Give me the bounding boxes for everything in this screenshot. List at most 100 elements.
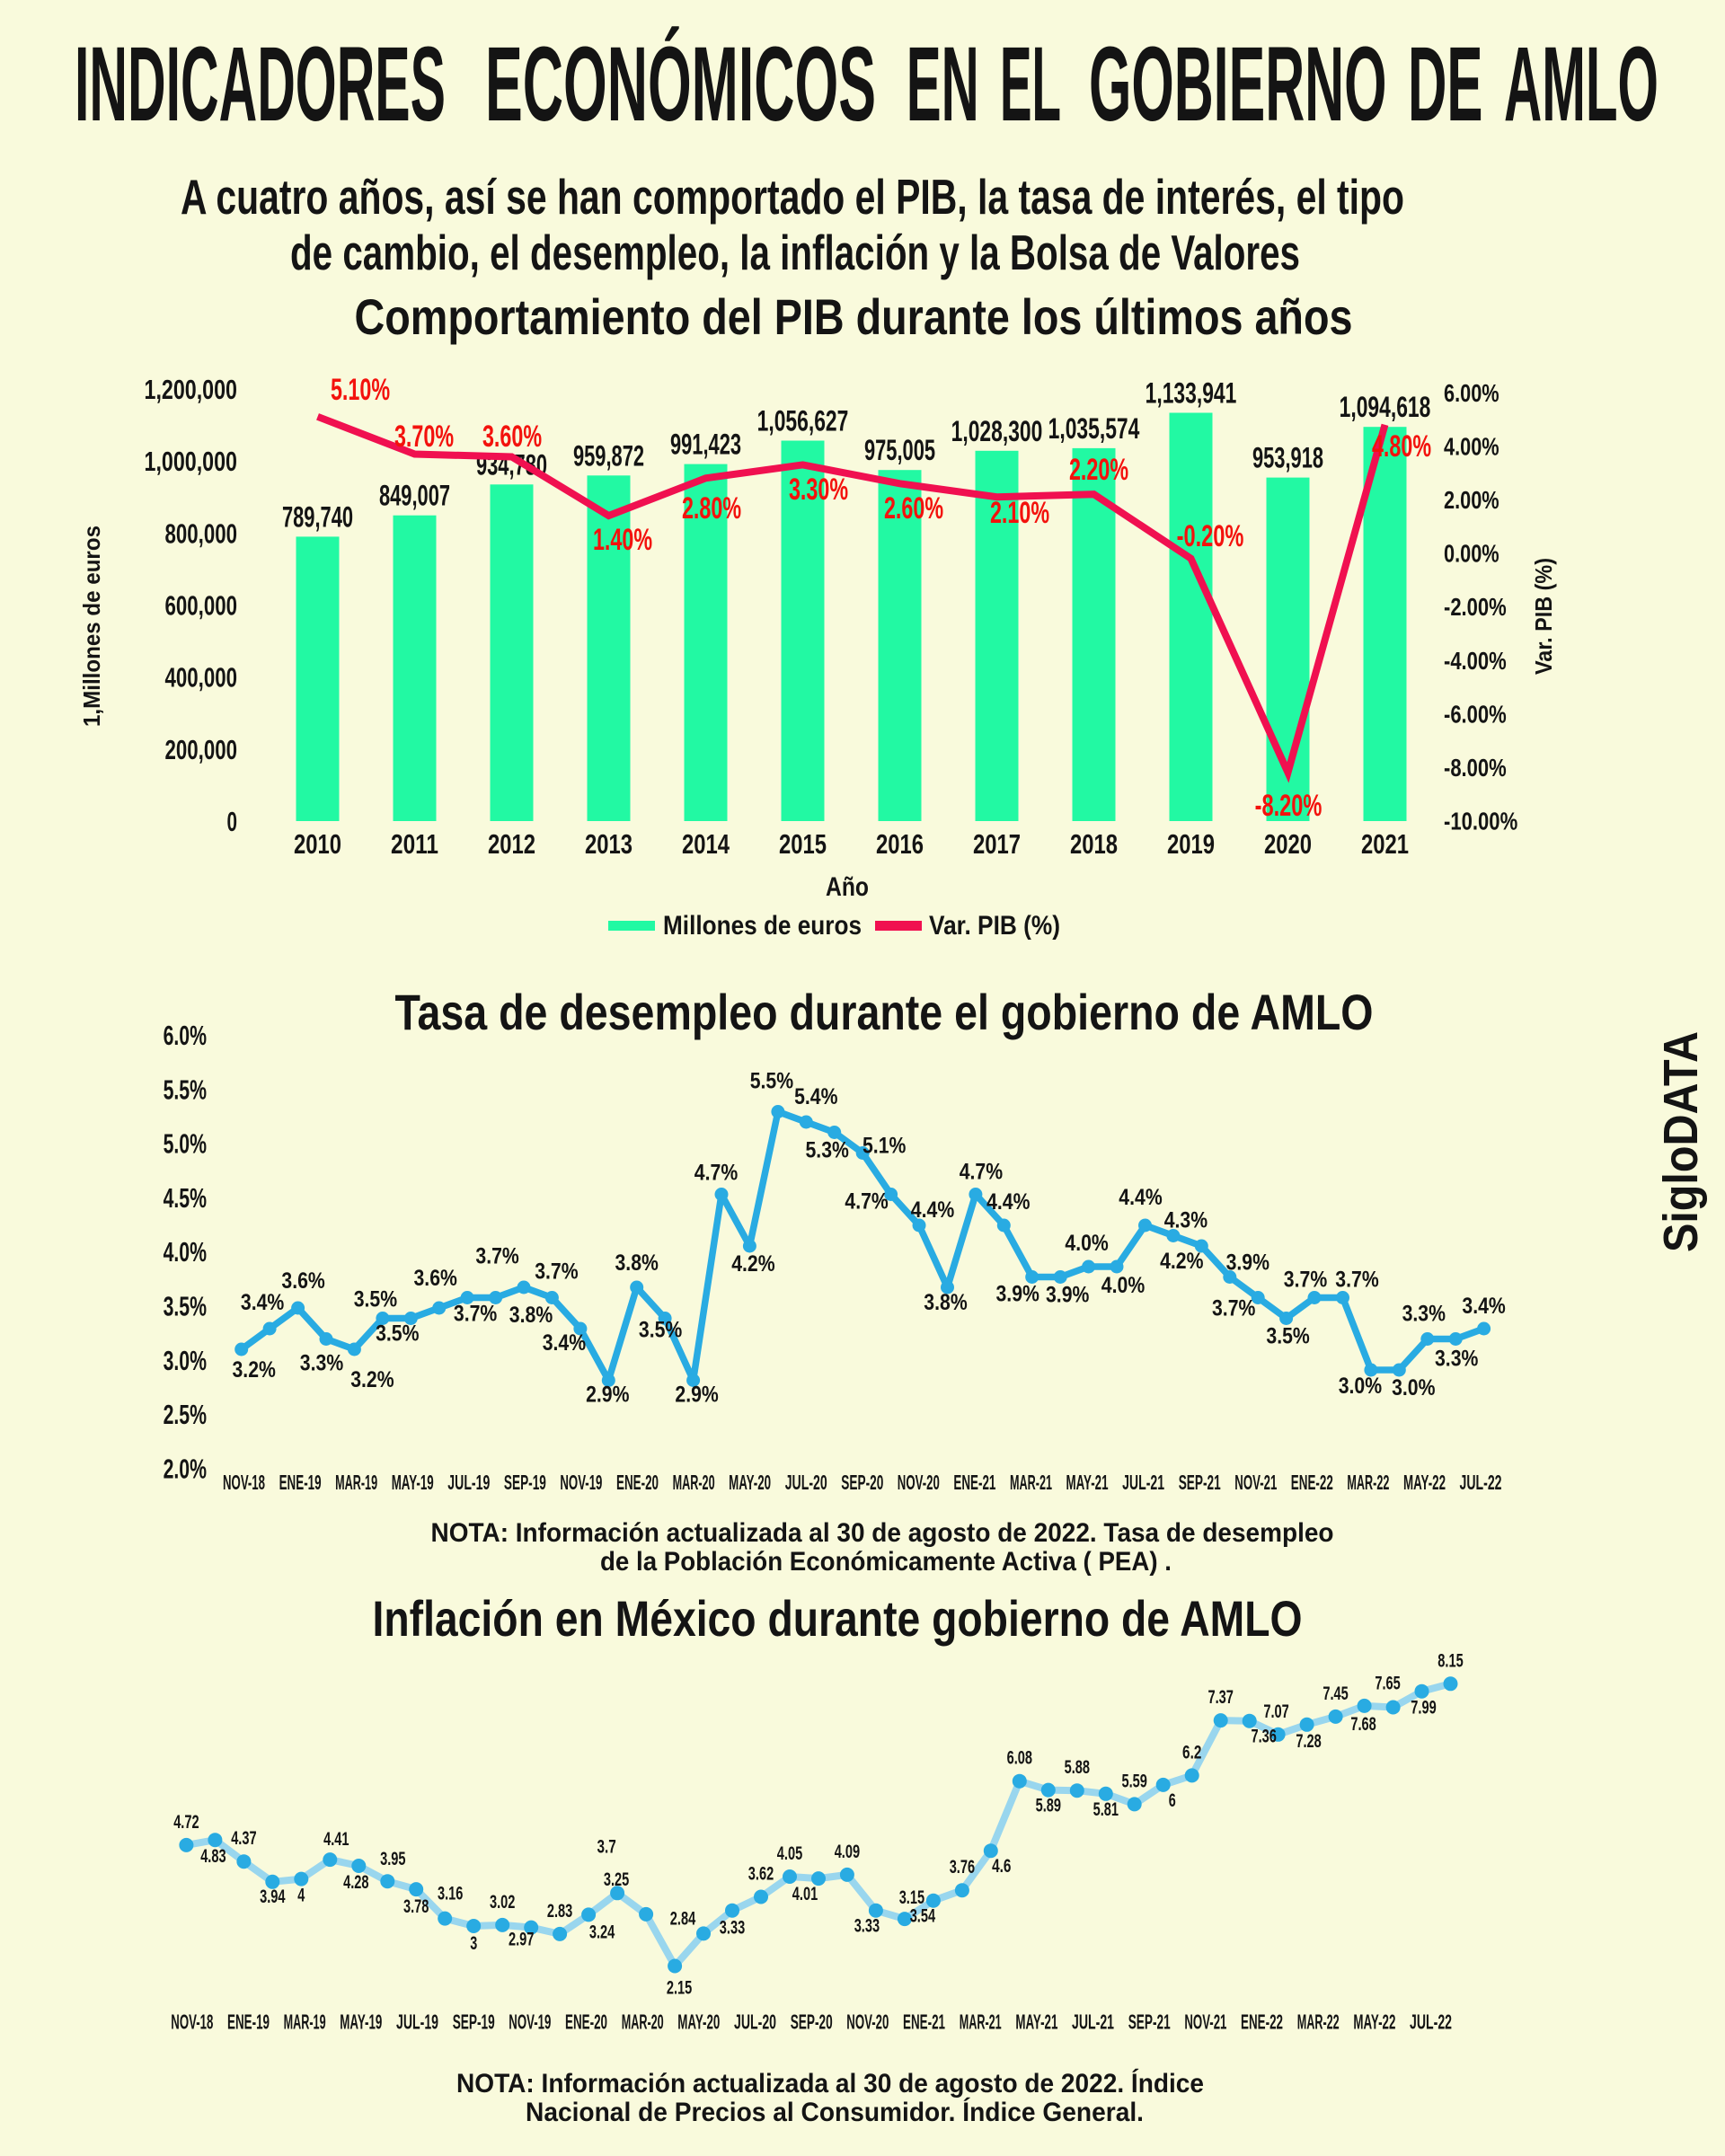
svg-text:3.70%: 3.70% [394,420,454,454]
svg-text:2019: 2019 [1167,828,1215,860]
svg-text:-10.00%: -10.00% [1444,807,1517,835]
svg-text:2.60%: 2.60% [884,491,943,526]
svg-text:EL: EL [1000,25,1061,144]
svg-text:6.00%: 6.00% [1444,379,1499,407]
svg-text:ENE-22: ENE-22 [1291,1471,1333,1494]
svg-text:3.9%: 3.9% [1226,1250,1269,1276]
svg-text:4.7%: 4.7% [960,1160,1003,1185]
svg-text:3.95: 3.95 [380,1849,406,1869]
svg-text:5.4%: 5.4% [794,1084,837,1109]
svg-text:975,005: 975,005 [864,434,935,466]
svg-text:2013: 2013 [585,828,632,860]
svg-text:NOV-18: NOV-18 [223,1471,265,1494]
svg-text:849,007: 849,007 [379,480,450,512]
svg-text:4.0%: 4.0% [1065,1231,1108,1256]
svg-text:MAY-22: MAY-22 [1353,2010,1395,2034]
svg-text:-2.00%: -2.00% [1444,593,1507,621]
svg-text:1,035,574: 1,035,574 [1048,412,1140,445]
svg-text:3.9%: 3.9% [996,1282,1039,1307]
svg-text:MAR-20: MAR-20 [622,2010,664,2034]
svg-text:3.3%: 3.3% [300,1351,343,1376]
svg-text:3.6%: 3.6% [414,1266,457,1291]
svg-text:3.9%: 3.9% [1046,1283,1089,1308]
svg-text:1,200,000: 1,200,000 [145,374,238,405]
svg-text:3.8%: 3.8% [509,1303,553,1328]
svg-text:2.97: 2.97 [509,1930,534,1950]
svg-text:3.33: 3.33 [720,1918,745,1939]
svg-text:4.6: 4.6 [992,1856,1011,1877]
svg-text:NOV-19: NOV-19 [509,2010,551,2034]
svg-text:0.00%: 0.00% [1444,540,1499,568]
svg-text:3.3%: 3.3% [1435,1347,1478,1372]
svg-text:JUL-19: JUL-19 [447,1471,490,1494]
svg-text:7.37: 7.37 [1208,1687,1234,1708]
svg-text:Inflación en México durante go: Inflación en México durante gobierno de … [373,1590,1303,1647]
svg-text:6.08: 6.08 [1007,1748,1033,1769]
svg-text:1,Millones de euros: 1,Millones de euros [78,526,105,727]
svg-text:4.37: 4.37 [231,1828,256,1849]
svg-text:2.0%: 2.0% [164,1453,207,1484]
svg-text:200,000: 200,000 [165,734,238,765]
svg-text:-0.20%: -0.20% [1177,519,1244,553]
svg-text:2018: 2018 [1070,828,1118,860]
svg-text:MAY-19: MAY-19 [340,2010,382,2034]
svg-text:4.83: 4.83 [200,1846,226,1867]
svg-text:GOBIERNO: GOBIERNO [1089,25,1387,144]
svg-text:MAR-22: MAR-22 [1297,2010,1340,2034]
svg-text:4.4%: 4.4% [1119,1185,1162,1210]
svg-text:4.4%: 4.4% [911,1197,954,1223]
svg-text:de la Población Económicamente: de la Población Económicamente Activa ( … [600,1547,1172,1577]
svg-text:ENE-20: ENE-20 [616,1471,659,1494]
svg-text:SEP-20: SEP-20 [791,2010,833,2034]
svg-text:ENE-19: ENE-19 [279,1471,322,1494]
svg-text:3.24: 3.24 [589,1922,615,1942]
svg-text:NOV-19: NOV-19 [560,1471,602,1494]
svg-text:2.5%: 2.5% [164,1399,207,1430]
svg-text:3.62: 3.62 [748,1864,774,1885]
svg-text:4.5%: 4.5% [164,1182,207,1214]
svg-text:Var. PIB (%): Var. PIB (%) [929,911,1060,941]
svg-text:2015: 2015 [779,828,827,860]
svg-text:3.0%: 3.0% [1392,1375,1435,1401]
svg-text:ECONÓMICOS: ECONÓMICOS [485,25,876,144]
svg-text:SigloDATA: SigloDATA [1654,1031,1708,1252]
svg-text:400,000: 400,000 [165,662,238,694]
svg-text:JUL-21: JUL-21 [1072,2010,1114,2034]
svg-text:3.4%: 3.4% [241,1290,284,1315]
svg-text:3: 3 [470,1933,477,1954]
svg-text:4.72: 4.72 [173,1812,199,1833]
svg-text:EN: EN [907,25,979,144]
svg-text:ENE-21: ENE-21 [903,2010,945,2034]
svg-text:4.2%: 4.2% [1160,1249,1203,1274]
svg-text:4.05: 4.05 [777,1843,803,1864]
svg-text:991,423: 991,423 [670,429,741,461]
svg-text:4.0%: 4.0% [1101,1273,1145,1298]
svg-text:MAR-21: MAR-21 [960,2010,1002,2034]
svg-text:2.9%: 2.9% [586,1383,629,1408]
svg-text:6.2: 6.2 [1182,1742,1201,1763]
svg-text:3.16: 3.16 [438,1884,463,1904]
svg-text:INDICADORES: INDICADORES [75,25,446,144]
svg-text:2012: 2012 [488,828,535,860]
svg-text:-4.00%: -4.00% [1444,647,1507,675]
svg-text:3.7%: 3.7% [454,1302,497,1327]
svg-text:3.2%: 3.2% [233,1357,276,1383]
svg-text:7.45: 7.45 [1322,1683,1349,1704]
svg-text:7.36: 7.36 [1252,1727,1277,1747]
svg-text:A cuatro años, así se han comp: A cuatro años, así se han comportado el … [181,169,1404,225]
svg-text:Nacional de Precios al Consumi: Nacional de Precios al Consumidor. Índic… [526,2097,1144,2127]
svg-text:4.09: 4.09 [835,1842,860,1862]
svg-text:7.68: 7.68 [1350,1714,1376,1735]
svg-text:5.1%: 5.1% [862,1134,906,1159]
svg-text:2011: 2011 [391,828,438,860]
svg-text:6.0%: 6.0% [164,1020,207,1051]
svg-text:2017: 2017 [973,828,1021,860]
svg-text:SEP-20: SEP-20 [841,1471,883,1494]
svg-text:MAR-22: MAR-22 [1347,1471,1389,1494]
svg-text:3.8%: 3.8% [924,1290,967,1315]
svg-text:0: 0 [227,806,238,837]
svg-text:4.0%: 4.0% [164,1236,207,1268]
svg-text:5.5%: 5.5% [750,1069,793,1094]
svg-text:2020: 2020 [1264,828,1312,860]
svg-text:959,872: 959,872 [573,439,644,472]
